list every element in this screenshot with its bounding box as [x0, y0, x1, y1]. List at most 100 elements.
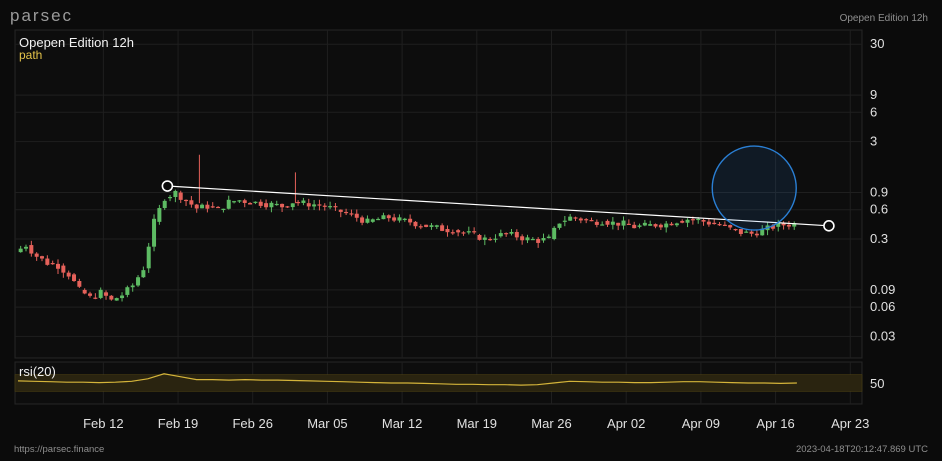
- candle-body: [45, 258, 50, 265]
- candle-body: [29, 245, 34, 254]
- grid-layer: [14, 29, 863, 405]
- candle-body: [562, 220, 567, 222]
- candle-body: [248, 202, 253, 205]
- x-tick-label: Mar 05: [307, 416, 347, 431]
- x-tick-label: Apr 02: [607, 416, 645, 431]
- y-tick-label: 9: [870, 87, 877, 102]
- candle-body: [290, 203, 295, 208]
- candle-body: [258, 201, 263, 206]
- y-tick-label: 3: [870, 134, 877, 149]
- candle-body: [584, 219, 589, 221]
- candle-body: [573, 217, 578, 219]
- candle-body: [392, 217, 397, 221]
- brand-logo: parsec: [10, 6, 74, 25]
- x-tick-label: Mar 12: [382, 416, 422, 431]
- candle-body: [744, 231, 749, 233]
- price-panel: [14, 29, 863, 359]
- candle-body: [530, 238, 535, 241]
- candle-body: [536, 238, 541, 243]
- candle-body: [669, 223, 674, 226]
- candle-body: [445, 229, 450, 233]
- candle-body: [546, 236, 551, 239]
- candle-body: [397, 217, 402, 221]
- candle-body: [605, 220, 610, 225]
- y-tick-label: 6: [870, 104, 877, 119]
- candle-body: [616, 222, 621, 226]
- candle-body: [637, 225, 642, 227]
- candle-body: [770, 225, 775, 229]
- candle-body: [349, 213, 354, 215]
- candle-body: [130, 285, 135, 288]
- candle-body: [477, 234, 482, 240]
- candle-body: [205, 204, 210, 209]
- candle-body: [754, 233, 759, 236]
- x-tick-label: Apr 09: [682, 416, 720, 431]
- candle-body: [40, 256, 45, 259]
- candle-body: [786, 224, 791, 227]
- y-tick-label: 30: [870, 36, 884, 51]
- y-tick-label: 0.3: [870, 231, 888, 246]
- candle-body: [472, 231, 477, 233]
- candle-body: [24, 246, 29, 249]
- chart-title: Opepen Edition 12h: [19, 35, 134, 50]
- candle-body: [610, 221, 615, 225]
- candle-body: [402, 218, 407, 221]
- candle-body: [34, 253, 39, 257]
- candle-body: [376, 218, 381, 221]
- candle-body: [18, 248, 23, 253]
- candle-body: [568, 216, 573, 221]
- candle-body: [541, 238, 546, 241]
- candle-body: [381, 215, 386, 220]
- candle-body: [621, 220, 626, 226]
- candle-body: [216, 206, 221, 209]
- candle-body: [328, 206, 333, 208]
- candle-body: [408, 218, 413, 223]
- candle-body: [706, 221, 711, 225]
- candle-body: [264, 203, 269, 208]
- candle-body: [285, 206, 290, 208]
- rsi-y-tick-label: 50: [870, 376, 884, 391]
- candle-body: [173, 190, 178, 198]
- candle-body: [685, 219, 690, 223]
- site-url[interactable]: https://parsec.finance: [14, 444, 105, 455]
- candle-body: [82, 289, 87, 294]
- candle-body: [61, 265, 66, 273]
- candle-body: [136, 277, 141, 286]
- candle-body: [434, 225, 439, 227]
- candle-body: [776, 223, 781, 227]
- x-tick-label: Apr 23: [831, 416, 869, 431]
- candle-body: [733, 229, 738, 231]
- candle-body: [722, 224, 727, 226]
- candle-body: [760, 228, 765, 236]
- candle-body: [690, 219, 695, 221]
- candle-body: [56, 263, 61, 269]
- x-tick-label: Mar 26: [531, 416, 571, 431]
- y-tick-label: 0.6: [870, 202, 888, 217]
- rsi-layer: [14, 373, 863, 392]
- candle-body: [600, 224, 605, 226]
- candle-body: [184, 199, 189, 202]
- candle-body: [296, 201, 301, 204]
- candle-body: [178, 192, 183, 200]
- candle-body: [514, 231, 519, 238]
- candle-body: [642, 222, 647, 226]
- candle-body: [109, 295, 114, 300]
- candle-body: [274, 203, 279, 206]
- candle-body: [552, 227, 557, 240]
- y-tick-label: 0.09: [870, 282, 895, 297]
- candle-body: [200, 204, 205, 209]
- candle-body: [626, 223, 631, 225]
- x-tick-label: Feb 26: [232, 416, 272, 431]
- overlay-layer: [161, 145, 835, 232]
- y-tick-label: 0.06: [870, 299, 895, 314]
- candle-body: [429, 225, 434, 227]
- candle-body: [306, 203, 311, 207]
- x-tick-label: Apr 16: [756, 416, 794, 431]
- candle-body: [333, 206, 338, 208]
- candle-body: [242, 200, 247, 203]
- candle-body: [146, 246, 151, 269]
- candle-body: [72, 274, 77, 282]
- candle-body: [749, 231, 754, 234]
- candle-body: [701, 220, 706, 222]
